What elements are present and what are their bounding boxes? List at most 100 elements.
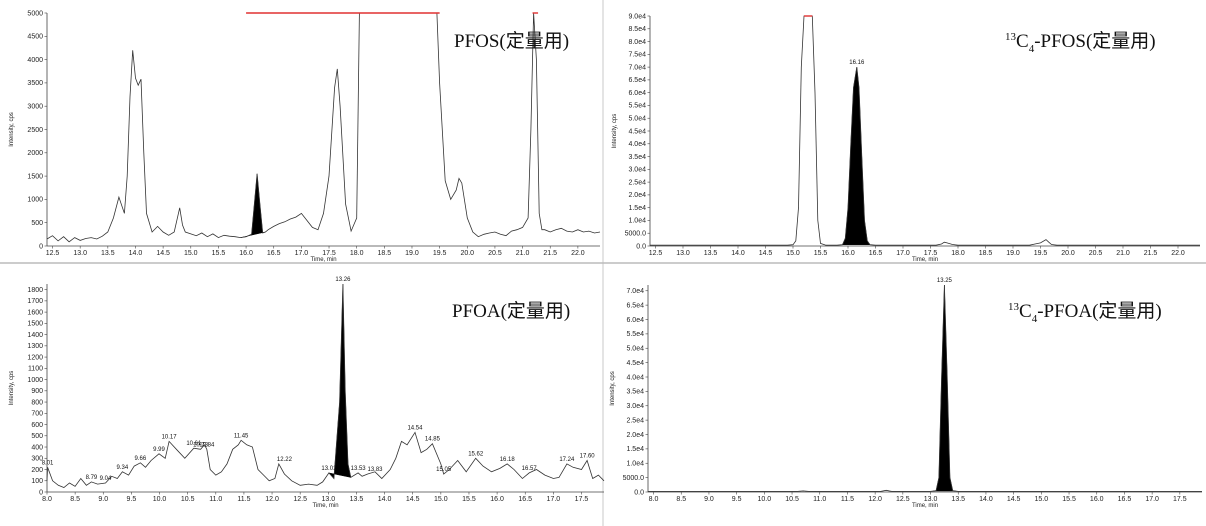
x-tick-label: 12.5 xyxy=(46,250,60,257)
y-tick-label: 0 xyxy=(39,243,43,250)
y-tick-label: 2.5e4 xyxy=(628,179,646,186)
y-tick-label: 2.0e4 xyxy=(628,192,646,199)
y-tick-label: 1000 xyxy=(27,197,43,204)
y-tick-label: 3.5e4 xyxy=(628,154,646,161)
x-tick-label: 9.0 xyxy=(704,496,714,503)
peak-rt-label: 11.45 xyxy=(234,433,249,439)
title-13c4-pfoa: 13C4-PFOA(定量用) xyxy=(1008,300,1162,325)
x-tick-label: 12.5 xyxy=(293,496,307,503)
x-tick-label: 8.5 xyxy=(70,496,80,503)
x-tick-label: 12.0 xyxy=(868,496,882,503)
x-tick-label: 13.5 xyxy=(951,496,965,503)
peak-rt-label: 10.84 xyxy=(199,442,215,448)
x-tick-label: 16.5 xyxy=(869,250,883,257)
x-tick-label: 14.0 xyxy=(731,250,745,257)
peak-rt-label: 10.73 xyxy=(193,442,209,448)
y-tick-label: 4.5e4 xyxy=(626,360,644,367)
x-tick-label: 17.5 xyxy=(924,250,938,257)
peak-rt-label: 14.54 xyxy=(407,425,423,431)
x-tick-label: 21.5 xyxy=(543,250,557,257)
x-tick-label: 8.0 xyxy=(649,496,659,503)
y-tick-label: 6.0e4 xyxy=(626,317,644,324)
peak-rt-label: 16.16 xyxy=(849,60,865,66)
y-tick-label: 7.5e4 xyxy=(628,52,646,59)
y-tick-label: 3500 xyxy=(27,80,43,87)
y-tick-label: 6.0e4 xyxy=(628,90,646,97)
x-tick-label: 11.5 xyxy=(841,496,854,503)
x-tick-label: 14.0 xyxy=(378,496,392,503)
y-tick-label: 0.0 xyxy=(634,489,644,496)
x-axis-label: Time, min xyxy=(912,257,938,263)
x-tick-label: 15.0 xyxy=(434,496,448,503)
y-tick-label: 100 xyxy=(31,478,43,485)
y-tick-label: 1700 xyxy=(27,298,43,305)
x-tick-label: 16.0 xyxy=(239,250,253,257)
x-tick-label: 14.5 xyxy=(406,496,420,503)
peak-rt-label: 13.01 xyxy=(321,466,337,472)
x-tick-label: 16.0 xyxy=(490,496,504,503)
y-tick-label: 2500 xyxy=(27,127,43,134)
peak-rt-label: 17.24 xyxy=(559,457,575,463)
y-tick-label: 6.5e4 xyxy=(626,302,644,309)
y-tick-label: 5.5e4 xyxy=(626,331,644,338)
x-tick-label: 18.0 xyxy=(350,250,364,257)
x-tick-label: 17.0 xyxy=(547,496,561,503)
y-tick-label: 1500 xyxy=(27,321,43,328)
title-pfoa: PFOA(定量用) xyxy=(452,300,570,322)
y-tick-label: 1400 xyxy=(27,332,43,339)
peak-rt-label: 10.17 xyxy=(162,434,178,440)
x-tick-label: 9.5 xyxy=(127,496,137,503)
x-tick-label: 19.0 xyxy=(1006,250,1020,257)
x-tick-label: 16.5 xyxy=(1118,496,1132,503)
x-tick-label: 13.0 xyxy=(322,496,336,503)
x-tick-label: 21.0 xyxy=(1116,250,1130,257)
y-tick-label: 7.0e4 xyxy=(626,288,644,295)
y-tick-label: 1500 xyxy=(27,173,43,180)
x-tick-label: 22.0 xyxy=(571,250,585,257)
peak-rt-label: 8.79 xyxy=(86,475,98,481)
y-tick-label: 8.0e4 xyxy=(628,39,646,46)
y-tick-label: 3.0e4 xyxy=(626,403,644,410)
peak-rt-label: 13.26 xyxy=(335,277,351,283)
peak-rt-label: 16.57 xyxy=(522,466,538,472)
x-tick-label: 15.5 xyxy=(212,250,226,257)
x-tick-label: 14.5 xyxy=(1007,496,1021,503)
x-tick-label: 17.0 xyxy=(1145,496,1159,503)
x-tick-label: 19.5 xyxy=(1034,250,1048,257)
peak-rt-label: 8.01 xyxy=(42,460,54,466)
x-tick-label: 17.5 xyxy=(575,496,589,503)
y-tick-label: 3.5e4 xyxy=(626,389,644,396)
x-tick-label: 19.5 xyxy=(433,250,447,257)
x-tick-label: 16.5 xyxy=(518,496,532,503)
y-tick-label: 300 xyxy=(31,456,43,463)
peak-rt-label: 17.60 xyxy=(580,454,596,460)
x-tick-label: 13.0 xyxy=(676,250,690,257)
y-tick-label: 1000 xyxy=(27,377,43,384)
peak-rt-label: 10.61 xyxy=(186,441,202,447)
y-tick-label: 1.5e4 xyxy=(628,205,646,212)
y-tick-label: 3.0e4 xyxy=(628,167,646,174)
integrated-peak-area xyxy=(842,67,871,245)
y-tick-label: 500 xyxy=(31,220,43,227)
chromatogram-trace xyxy=(46,283,605,488)
x-tick-label: 21.0 xyxy=(516,250,530,257)
x-tick-label: 18.0 xyxy=(951,250,965,257)
x-tick-label: 10.5 xyxy=(785,496,799,503)
x-tick-label: 20.5 xyxy=(488,250,502,257)
x-tick-label: 8.5 xyxy=(676,496,686,503)
y-tick-label: 0.0 xyxy=(636,243,646,250)
y-tick-label: 8.5e4 xyxy=(628,26,646,33)
x-tick-label: 14.5 xyxy=(759,250,773,257)
y-tick-label: 4500 xyxy=(27,34,43,41)
x-tick-label: 15.0 xyxy=(786,250,800,257)
x-tick-label: 16.0 xyxy=(1090,496,1104,503)
chart-pfos: 12.5 13.0 13.5 14.0 14.5 15.0 15.5 16.0 16.5 17.0… xyxy=(9,10,601,263)
y-tick-label: 1200 xyxy=(27,354,43,361)
x-axis-label: Time, min xyxy=(310,257,336,263)
y-tick-label: 4000 xyxy=(27,57,43,64)
peak-rt-label: 15.05 xyxy=(436,467,452,473)
x-tick-label: 13.5 xyxy=(101,250,115,257)
peak-rt-label: 13.25 xyxy=(937,278,953,284)
peak-rt-label: 12.22 xyxy=(277,457,293,463)
y-tick-label: 5.0e4 xyxy=(628,116,646,123)
